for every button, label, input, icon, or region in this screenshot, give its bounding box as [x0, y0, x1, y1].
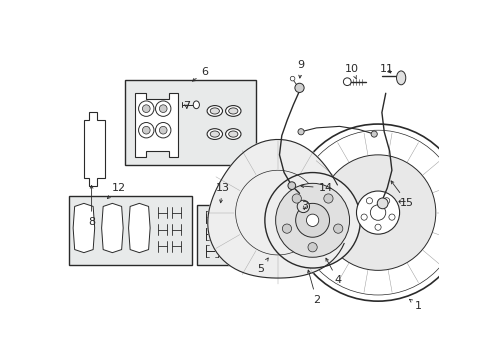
Circle shape	[306, 214, 318, 226]
Circle shape	[343, 78, 350, 86]
Polygon shape	[73, 203, 95, 253]
Text: 8: 8	[88, 185, 95, 227]
Text: ←: ←	[396, 198, 405, 208]
Circle shape	[360, 214, 366, 220]
Circle shape	[138, 101, 154, 116]
Ellipse shape	[210, 108, 219, 114]
Ellipse shape	[225, 105, 241, 116]
Bar	[125, 80, 256, 165]
Circle shape	[295, 203, 329, 237]
Circle shape	[159, 126, 167, 134]
Circle shape	[155, 122, 171, 138]
Circle shape	[294, 83, 304, 93]
Circle shape	[383, 198, 389, 204]
Ellipse shape	[207, 105, 222, 116]
Circle shape	[307, 243, 317, 252]
Ellipse shape	[228, 108, 238, 114]
Circle shape	[264, 172, 360, 268]
Text: 11: 11	[379, 64, 393, 73]
Circle shape	[142, 105, 150, 112]
Polygon shape	[207, 139, 344, 278]
Circle shape	[333, 224, 342, 233]
Circle shape	[366, 198, 372, 204]
Text: 3: 3	[301, 202, 308, 211]
Circle shape	[370, 131, 377, 137]
Text: 10: 10	[344, 64, 358, 79]
Polygon shape	[102, 203, 123, 253]
Circle shape	[323, 194, 332, 203]
Ellipse shape	[210, 131, 219, 137]
Circle shape	[291, 194, 301, 203]
Circle shape	[374, 224, 380, 230]
Circle shape	[356, 191, 399, 234]
Circle shape	[320, 155, 435, 270]
Text: 6: 6	[192, 67, 208, 81]
Circle shape	[388, 214, 394, 220]
Text: 1: 1	[408, 299, 421, 311]
Circle shape	[290, 76, 294, 81]
Circle shape	[377, 198, 387, 209]
Ellipse shape	[193, 101, 199, 109]
Circle shape	[297, 129, 304, 135]
Circle shape	[282, 224, 291, 233]
Circle shape	[155, 101, 171, 116]
Ellipse shape	[207, 129, 222, 139]
Circle shape	[138, 122, 154, 138]
Ellipse shape	[228, 131, 238, 137]
Text: 15: 15	[390, 181, 413, 208]
Circle shape	[295, 130, 460, 295]
Circle shape	[142, 126, 150, 134]
Text: 2: 2	[307, 270, 319, 305]
Bar	[197, 205, 252, 265]
Text: 7: 7	[183, 101, 190, 111]
Circle shape	[369, 205, 385, 220]
Bar	[68, 195, 191, 265]
Circle shape	[275, 183, 349, 257]
Circle shape	[289, 124, 466, 301]
Text: 9: 9	[297, 60, 304, 78]
Text: 12: 12	[107, 183, 125, 198]
Polygon shape	[84, 112, 104, 186]
Text: 14: 14	[300, 183, 332, 193]
Polygon shape	[135, 93, 178, 157]
Circle shape	[297, 200, 309, 213]
Text: 13: 13	[215, 183, 229, 203]
Circle shape	[287, 182, 295, 189]
Circle shape	[159, 105, 167, 112]
Text: 5: 5	[257, 258, 267, 274]
Text: 4: 4	[325, 258, 341, 285]
Ellipse shape	[396, 71, 405, 85]
Ellipse shape	[225, 129, 241, 139]
Polygon shape	[128, 203, 150, 253]
